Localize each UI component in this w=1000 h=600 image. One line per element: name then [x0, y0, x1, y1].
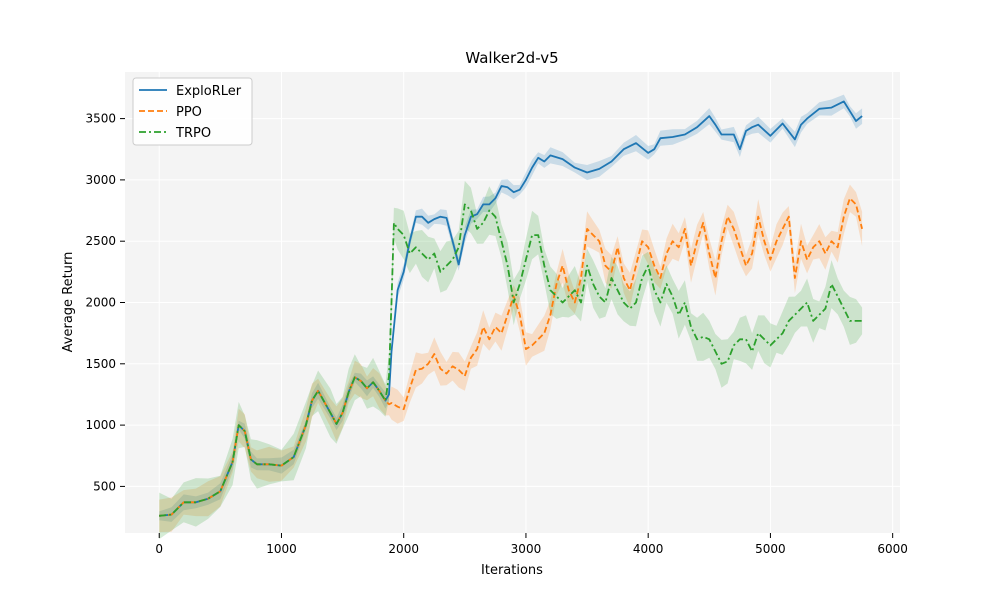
x-tick-label: 1000: [266, 542, 297, 556]
legend-frame: [132, 77, 253, 146]
y-tick-label: 1500: [85, 357, 116, 371]
confidence-bands: [159, 94, 863, 540]
legend-label-explorler: ExploRLer: [176, 84, 242, 99]
series-lines: [159, 100, 863, 517]
x-tick-label: 3000: [511, 542, 542, 556]
y-tick-label: 3500: [85, 112, 116, 126]
legend-label-ppo: PPO: [176, 105, 202, 120]
legend-label-trpo: TRPO: [175, 126, 211, 141]
chart-title: Walker2d-v5: [465, 49, 558, 67]
y-tick-label: 2500: [85, 234, 116, 248]
x-tick-label: 5000: [755, 542, 786, 556]
legend: ExploRLer PPO TRPO: [132, 77, 253, 146]
x-tick-label: 0: [155, 542, 163, 556]
x-tick-label: 2000: [388, 542, 419, 556]
y-axis-label: Average Return: [61, 252, 76, 353]
x-ticks: 0 1000 2000 3000 4000 5000 6000: [155, 533, 908, 556]
y-tick-label: 3000: [85, 173, 116, 187]
band-explorler: [159, 94, 863, 522]
band-trpo: [159, 180, 863, 540]
series-line-trpo: [159, 203, 863, 517]
x-axis-label: Iterations: [481, 563, 543, 578]
y-tick-label: 500: [93, 479, 116, 493]
y-tick-label: 1000: [85, 418, 116, 432]
y-tick-label: 2000: [85, 296, 116, 310]
y-ticks: 500 1000 1500 2000 2500 3000 3500: [85, 112, 125, 493]
x-tick-label: 6000: [877, 542, 908, 556]
x-tick-label: 4000: [633, 542, 664, 556]
